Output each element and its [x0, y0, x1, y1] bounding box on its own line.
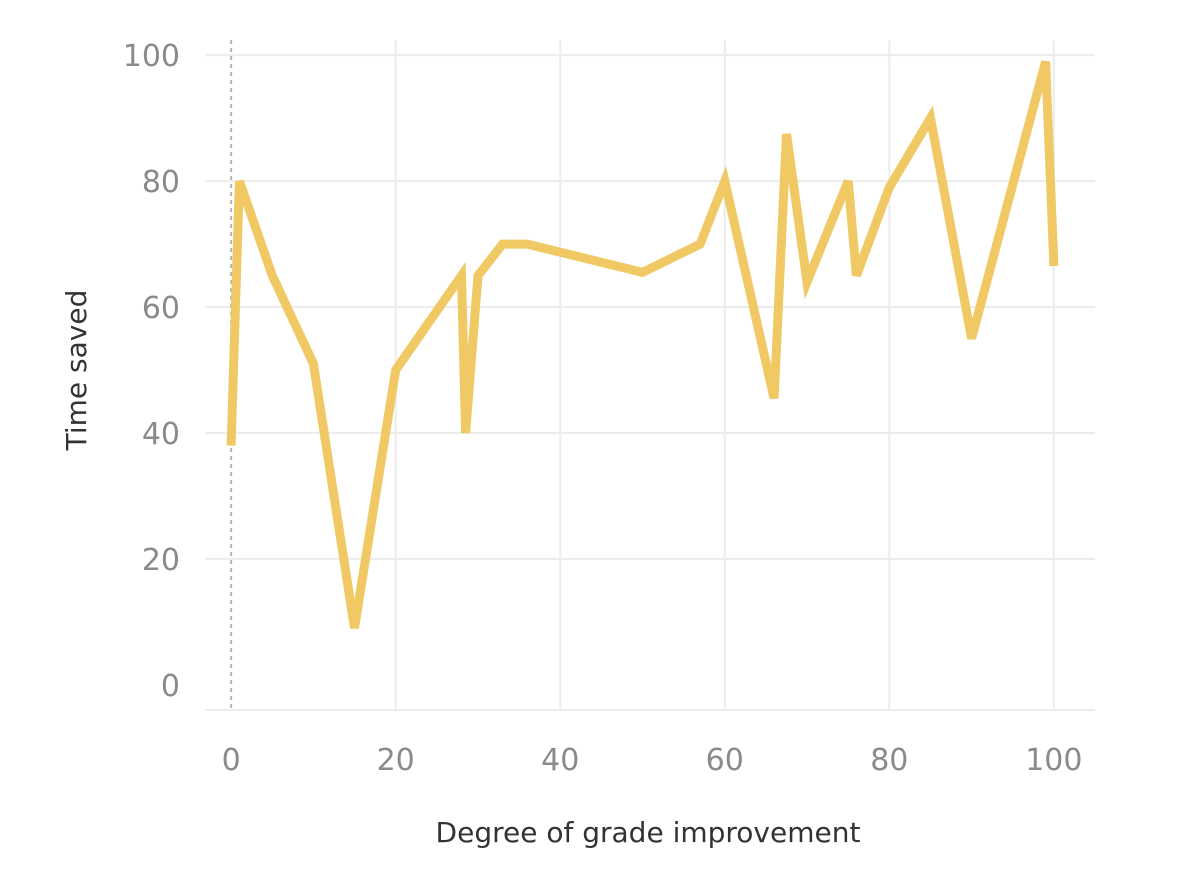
x-tick-label: 20: [377, 743, 415, 778]
x-tick-label: 40: [541, 743, 579, 778]
y-axis-title: Time saved: [60, 290, 93, 452]
y-tick-label: 0: [161, 669, 180, 704]
x-tick-label: 80: [870, 743, 908, 778]
x-tick-label: 100: [1025, 743, 1082, 778]
y-tick-label: 60: [142, 291, 180, 326]
y-tick-label: 100: [123, 39, 180, 74]
series-line: [226, 60, 1059, 629]
gridlines: [205, 40, 1095, 711]
x-axis-title: Degree of grade improvement: [436, 816, 861, 849]
series-group: [226, 60, 1059, 629]
x-tick-label: 0: [222, 743, 241, 778]
axes: 0 20 40 60 80 100 0 20 40 60 80 100: [123, 39, 1083, 778]
x-tick-label: 60: [706, 743, 744, 778]
y-tick-label: 20: [142, 543, 180, 578]
y-tick-label: 40: [142, 417, 180, 452]
y-tick-label: 80: [142, 165, 180, 200]
